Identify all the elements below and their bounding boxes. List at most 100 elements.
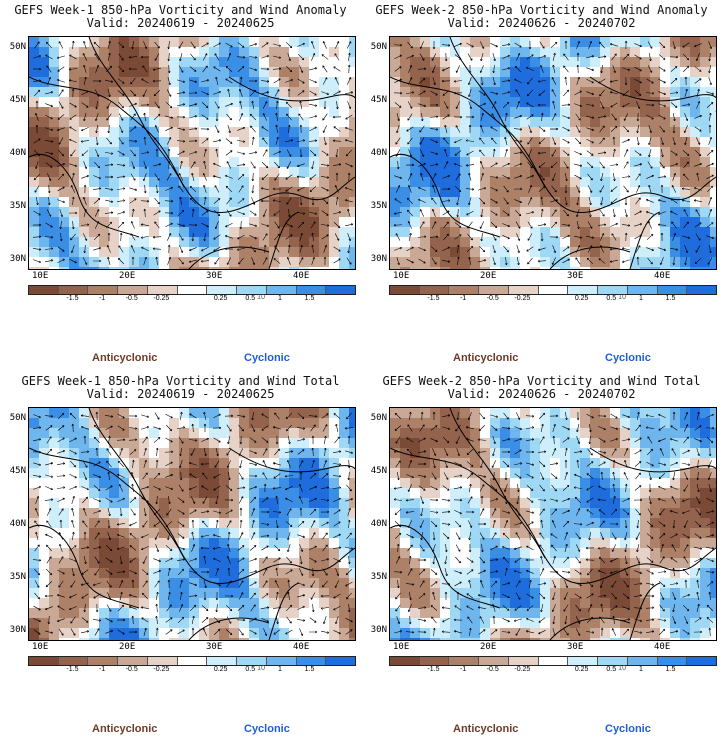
wind-vector (46, 544, 52, 552)
wind-vector (154, 41, 160, 49)
wind-vector (396, 543, 400, 553)
wind-vector (636, 125, 639, 134)
wind-vector (708, 209, 713, 217)
wind-vector (647, 257, 653, 265)
lon-label: 10E (393, 642, 410, 652)
cyclonic-label: Cyclonic (244, 723, 290, 735)
wind-vector (587, 185, 593, 193)
wind-vector (634, 485, 642, 491)
wind-vector (44, 235, 54, 239)
wind-vector (214, 53, 220, 61)
wind-vector (466, 42, 474, 48)
wind-vector (611, 233, 617, 241)
wind-vector (177, 127, 186, 131)
wind-vector (285, 497, 293, 503)
wind-vector (502, 532, 510, 540)
wind-vector (454, 486, 463, 490)
wind-vector (537, 450, 547, 453)
wind-vector (658, 78, 666, 84)
wind-vector (117, 257, 124, 265)
wind-vector (694, 520, 702, 528)
wind-vector (477, 522, 487, 526)
wind-vector (514, 426, 522, 431)
wind-vector (441, 523, 451, 526)
wind-vector (576, 508, 581, 516)
wind-vector (708, 197, 713, 205)
wind-vector (551, 604, 556, 612)
wind-vector (129, 198, 137, 204)
colorbar-tick-label: -0.5 (125, 295, 138, 302)
wind-vector (141, 569, 149, 575)
wind-vector (107, 592, 112, 600)
wind-vector (563, 65, 569, 73)
wind-vector (347, 64, 351, 74)
wind-vector (407, 41, 413, 49)
wind-vector (93, 247, 102, 251)
wind-vector (490, 570, 499, 574)
wind-vector (622, 138, 630, 143)
wind-vector (625, 556, 628, 565)
wind-vector (249, 617, 257, 623)
wind-vector (227, 567, 231, 577)
wind-vector (153, 90, 161, 97)
wind-vector (249, 113, 257, 121)
wind-vector (430, 486, 438, 491)
wind-vector (611, 592, 617, 600)
wind-vector (706, 235, 715, 240)
wind-vector (645, 606, 655, 610)
wind-vector (95, 603, 99, 613)
wind-vector (576, 196, 579, 206)
wind-vector (188, 139, 198, 143)
wind-vector (597, 55, 607, 58)
wind-vector (636, 519, 640, 529)
wind-vector (57, 412, 65, 419)
wind-vector (527, 257, 533, 265)
wind-vector (407, 448, 413, 456)
lon-label: 30E (206, 642, 223, 652)
wind-vector (285, 413, 293, 419)
wind-vector (107, 519, 111, 529)
wind-vector (117, 150, 125, 156)
wind-vector (117, 413, 125, 419)
wind-vector (696, 88, 700, 97)
wind-vector (227, 436, 231, 445)
wind-vector (479, 556, 485, 564)
wind-vector (262, 149, 268, 157)
wind-vector (310, 580, 316, 588)
wind-vector (285, 78, 293, 83)
wind-vector (261, 618, 269, 623)
wind-vector (442, 114, 450, 120)
wind-vector (285, 450, 294, 453)
wind-vector (671, 496, 677, 504)
wind-vector (250, 532, 256, 540)
wind-vector (167, 52, 171, 62)
wind-vector (682, 568, 690, 576)
wind-vector (657, 570, 667, 573)
wind-vector (538, 582, 547, 586)
wind-vector (442, 260, 451, 263)
wind-vector (694, 438, 702, 443)
wind-vector (116, 175, 126, 179)
wind-vector (284, 474, 294, 478)
wind-vector (321, 234, 329, 240)
wind-vector (275, 100, 279, 110)
anticyclonic-label: Anticyclonic (92, 723, 158, 735)
wind-vector (261, 126, 269, 132)
wind-vector (684, 245, 689, 253)
wind-vector (706, 174, 714, 180)
wind-vector (47, 615, 51, 625)
wind-vector (576, 209, 580, 218)
wind-vector (552, 423, 556, 432)
wind-vector (600, 173, 604, 182)
wind-vector (261, 425, 269, 431)
wind-vector (140, 199, 150, 203)
wind-vector (552, 52, 556, 61)
wind-vector (178, 436, 184, 444)
wind-vector (260, 80, 270, 83)
wind-vector (622, 67, 631, 71)
wind-vector (417, 462, 427, 466)
wind-vector (467, 233, 473, 241)
wind-vector (405, 498, 415, 502)
wind-vector (202, 496, 208, 504)
wind-vector (57, 425, 65, 431)
